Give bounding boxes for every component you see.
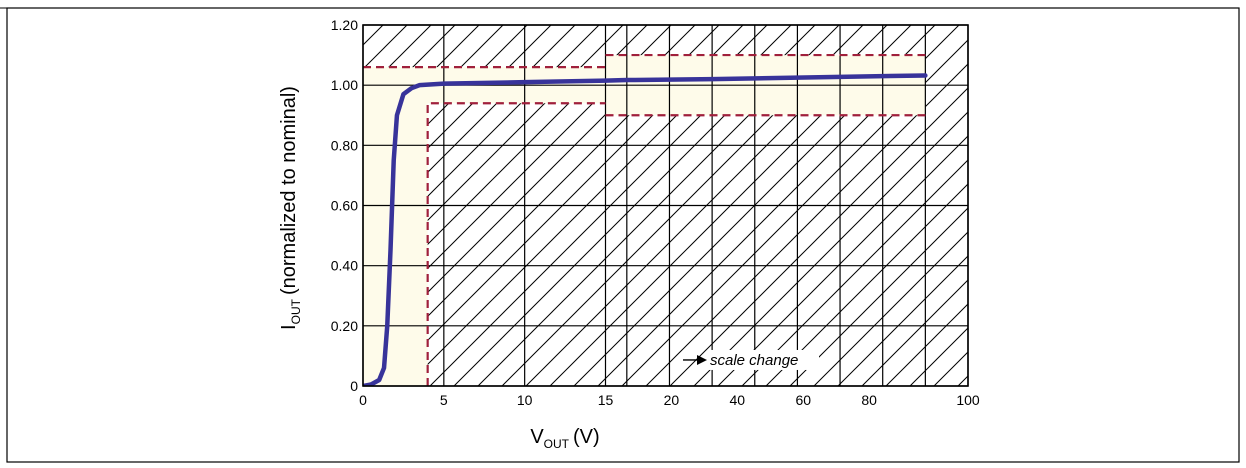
x-tick-label: 20 [664, 392, 680, 408]
scale-change-annotation: scale change [683, 349, 819, 370]
plot-border [362, 24, 969, 387]
x-tick-label: 80 [861, 392, 877, 408]
x-tick-label: 40 [730, 392, 746, 408]
allowed-region [363, 55, 926, 386]
svg-text:IOUT(normalized to nominal): IOUT (normalized to nominal) [278, 86, 303, 330]
x-tick-label: 100 [956, 392, 980, 408]
y-tick-label: 1.20 [331, 17, 358, 33]
svg-text:VOUT(V): VOUT (V) [530, 426, 599, 451]
x-axis-label: VOUT (V) [530, 426, 599, 451]
x-label-main: V [530, 426, 544, 448]
iout-curve [363, 73, 928, 386]
y-tick-label: 0.80 [331, 137, 358, 153]
x-tick-label: 0 [359, 392, 367, 408]
scale-change-label: scale change [710, 352, 798, 369]
y-tick-label: 0.40 [331, 258, 358, 274]
x-label-unit: (V) [573, 426, 600, 448]
y-tick-label: 0.60 [331, 198, 358, 214]
y-tick-label: 0 [350, 378, 358, 394]
x-tick-label: 60 [795, 392, 811, 408]
y-tick-label: 0.20 [331, 318, 358, 334]
x-tick-label: 10 [517, 392, 533, 408]
y-axis-label: IOUT (normalized to nominal) [278, 86, 303, 330]
x-tick-label: 5 [440, 392, 448, 408]
y-label-sub: OUT [289, 298, 303, 324]
limit-line [426, 102, 606, 386]
y-label-main: I [278, 324, 300, 330]
x-tick-label: 15 [598, 392, 614, 408]
figure-border [6, 7, 1240, 463]
y-tick-label: 1.00 [331, 77, 358, 93]
y-label-rest: (normalized to nominal) [278, 86, 300, 295]
x-label-sub: OUT [544, 437, 570, 451]
